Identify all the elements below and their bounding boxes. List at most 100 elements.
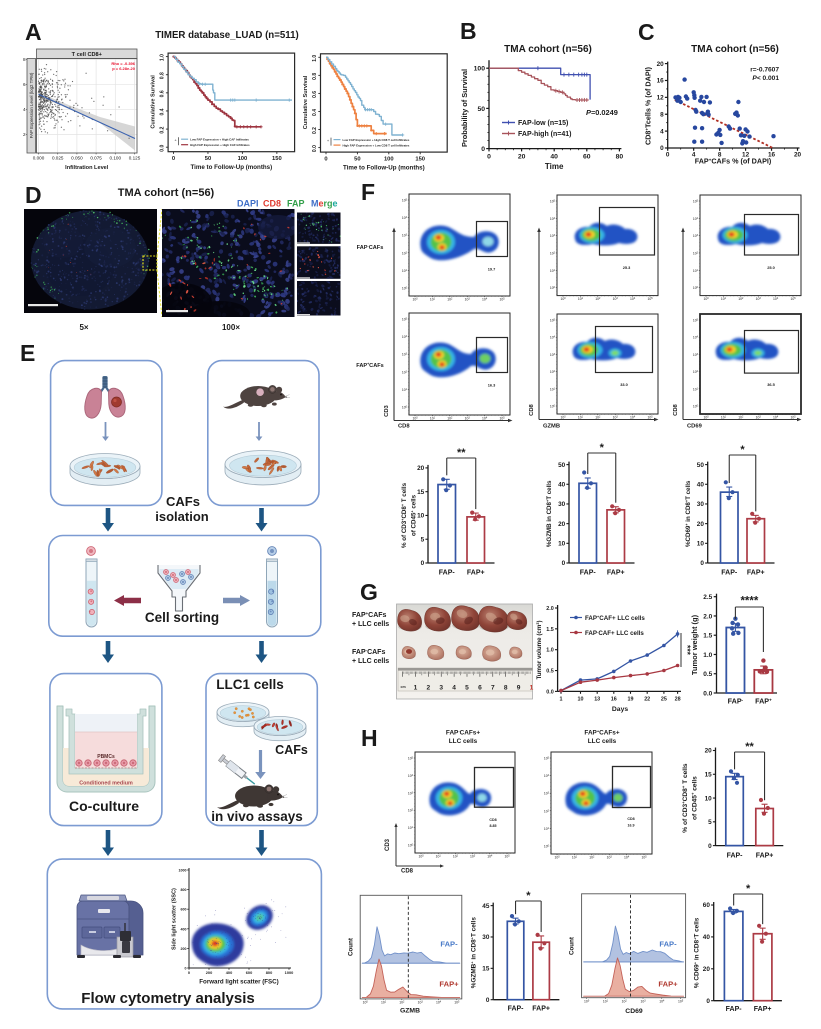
svg-text:1.5: 1.5 (703, 633, 712, 640)
svg-text:P< 0.001: P< 0.001 (752, 75, 779, 82)
svg-text:103: 103 (613, 415, 619, 419)
svg-text:CD69: CD69 (625, 1008, 643, 1015)
svg-text:101: 101 (402, 388, 408, 392)
svg-text:10: 10 (697, 541, 705, 548)
svg-text:20: 20 (697, 521, 705, 528)
svg-text:20: 20 (518, 154, 526, 161)
svg-text:G: G (360, 579, 378, 605)
svg-text:104: 104 (773, 415, 779, 419)
svg-text:FAP+CAFs: FAP+CAFs (352, 611, 387, 619)
svg-text:101: 101 (381, 1001, 387, 1005)
svg-text:DAPI: DAPI (237, 199, 259, 209)
svg-text:104: 104 (550, 336, 556, 340)
svg-text:0.6: 0.6 (312, 91, 318, 98)
svg-text:Low FAP Expression + High CD8: Low FAP Expression + High CD8 T cell Inf… (343, 138, 410, 142)
svg-text:1: 1 (560, 696, 563, 702)
svg-text:0.0: 0.0 (312, 145, 318, 152)
svg-text:FAP-low (n=15): FAP-low (n=15) (518, 120, 568, 127)
svg-text:0.5: 0.5 (703, 671, 712, 678)
svg-text:40: 40 (558, 481, 566, 488)
svg-text:60: 60 (703, 902, 711, 909)
svg-text:2: 2 (23, 132, 26, 137)
svg-text:2.5: 2.5 (703, 594, 712, 601)
svg-text:%GZMB+ in CD8+T cells: %GZMB+ in CD8+T cells (469, 917, 477, 989)
svg-text:100: 100 (412, 416, 418, 420)
svg-text:FAP+: FAP+ (755, 697, 772, 706)
svg-text:0.5: 0.5 (546, 669, 554, 675)
svg-text:103: 103 (465, 416, 471, 420)
svg-text:16.9: 16.9 (628, 824, 635, 828)
svg-text:102: 102 (622, 999, 628, 1003)
svg-text:105: 105 (678, 999, 684, 1003)
svg-text:0.2: 0.2 (160, 126, 166, 133)
svg-text:105: 105 (647, 415, 653, 419)
svg-text:600: 600 (181, 908, 187, 912)
svg-text:Cell sorting: Cell sorting (145, 610, 219, 625)
svg-text:101: 101 (544, 827, 550, 831)
svg-text:103: 103 (550, 353, 556, 357)
svg-text:105: 105 (550, 199, 556, 203)
svg-text:*: * (740, 444, 745, 456)
svg-text:CD8+Tcells % (of DAPI): CD8+Tcells % (of DAPI) (644, 66, 653, 145)
svg-text:150: 150 (415, 157, 425, 163)
svg-text:104: 104 (630, 415, 636, 419)
svg-text:CD8: CD8 (529, 403, 535, 415)
svg-text:102: 102 (408, 809, 414, 813)
svg-text:400: 400 (226, 970, 233, 975)
svg-text:Time: Time (545, 162, 564, 171)
svg-text:0: 0 (700, 560, 704, 567)
svg-text:105: 105 (693, 318, 699, 322)
svg-text:FAP-: FAP- (580, 570, 597, 577)
svg-text:16.3: 16.3 (488, 383, 496, 388)
svg-text:103: 103 (418, 1001, 424, 1005)
svg-text:0.025: 0.025 (52, 156, 64, 161)
svg-text:15: 15 (482, 966, 490, 973)
svg-text:0: 0 (708, 843, 712, 850)
svg-text:103: 103 (402, 234, 408, 238)
svg-text:105: 105 (790, 415, 796, 419)
svg-text:50: 50 (558, 462, 566, 469)
svg-text:Probability of Survival: Probability of Survival (460, 69, 469, 147)
svg-text:FAP+: FAP+ (658, 980, 678, 989)
svg-text:in vivo assays: in vivo assays (211, 809, 303, 824)
svg-text:105: 105 (647, 297, 653, 301)
svg-text:20: 20 (794, 152, 802, 159)
svg-text:FAP-: FAP- (726, 1006, 743, 1013)
svg-text:102: 102 (550, 251, 556, 255)
svg-text:0: 0 (562, 560, 566, 567)
svg-text:22: 22 (644, 696, 650, 702)
svg-text:101: 101 (693, 269, 699, 273)
svg-text:104: 104 (482, 416, 488, 420)
svg-text:105: 105 (693, 199, 699, 203)
svg-text:101: 101 (402, 269, 408, 273)
svg-text:25.0: 25.0 (767, 265, 775, 270)
svg-text:100: 100 (554, 855, 560, 859)
svg-text:103: 103 (408, 791, 414, 795)
svg-text:CD8: CD8 (489, 818, 496, 822)
svg-text:Flow cytometry analysis: Flow cytometry analysis (81, 990, 254, 1007)
svg-text:*: * (526, 890, 531, 902)
svg-text:1000: 1000 (285, 970, 294, 975)
svg-text:103: 103 (544, 792, 550, 796)
svg-text:100: 100 (238, 156, 248, 162)
svg-text:E: E (20, 340, 35, 366)
svg-text:800: 800 (266, 970, 273, 975)
svg-text:105: 105 (402, 198, 408, 202)
svg-text:r=-0.7607: r=-0.7607 (750, 67, 779, 74)
svg-text:A: A (25, 19, 42, 45)
svg-text:20: 20 (417, 465, 425, 472)
svg-text:FAP+: FAP+ (439, 980, 459, 989)
svg-text:101: 101 (436, 854, 442, 858)
svg-text:103: 103 (640, 999, 646, 1003)
svg-text:36.5: 36.5 (767, 382, 775, 387)
svg-text:0.100: 0.100 (110, 156, 122, 161)
svg-text:100: 100 (408, 843, 414, 847)
svg-text:101: 101 (550, 387, 556, 391)
svg-text:16: 16 (657, 78, 665, 85)
svg-text:Time to Follow-Up (months): Time to Follow-Up (months) (190, 164, 272, 171)
svg-text:4: 4 (692, 152, 696, 159)
svg-text:H: H (361, 725, 378, 751)
svg-text:FAP+: FAP+ (467, 570, 485, 577)
svg-text:8: 8 (504, 685, 508, 692)
svg-text:0.0: 0.0 (160, 145, 166, 152)
